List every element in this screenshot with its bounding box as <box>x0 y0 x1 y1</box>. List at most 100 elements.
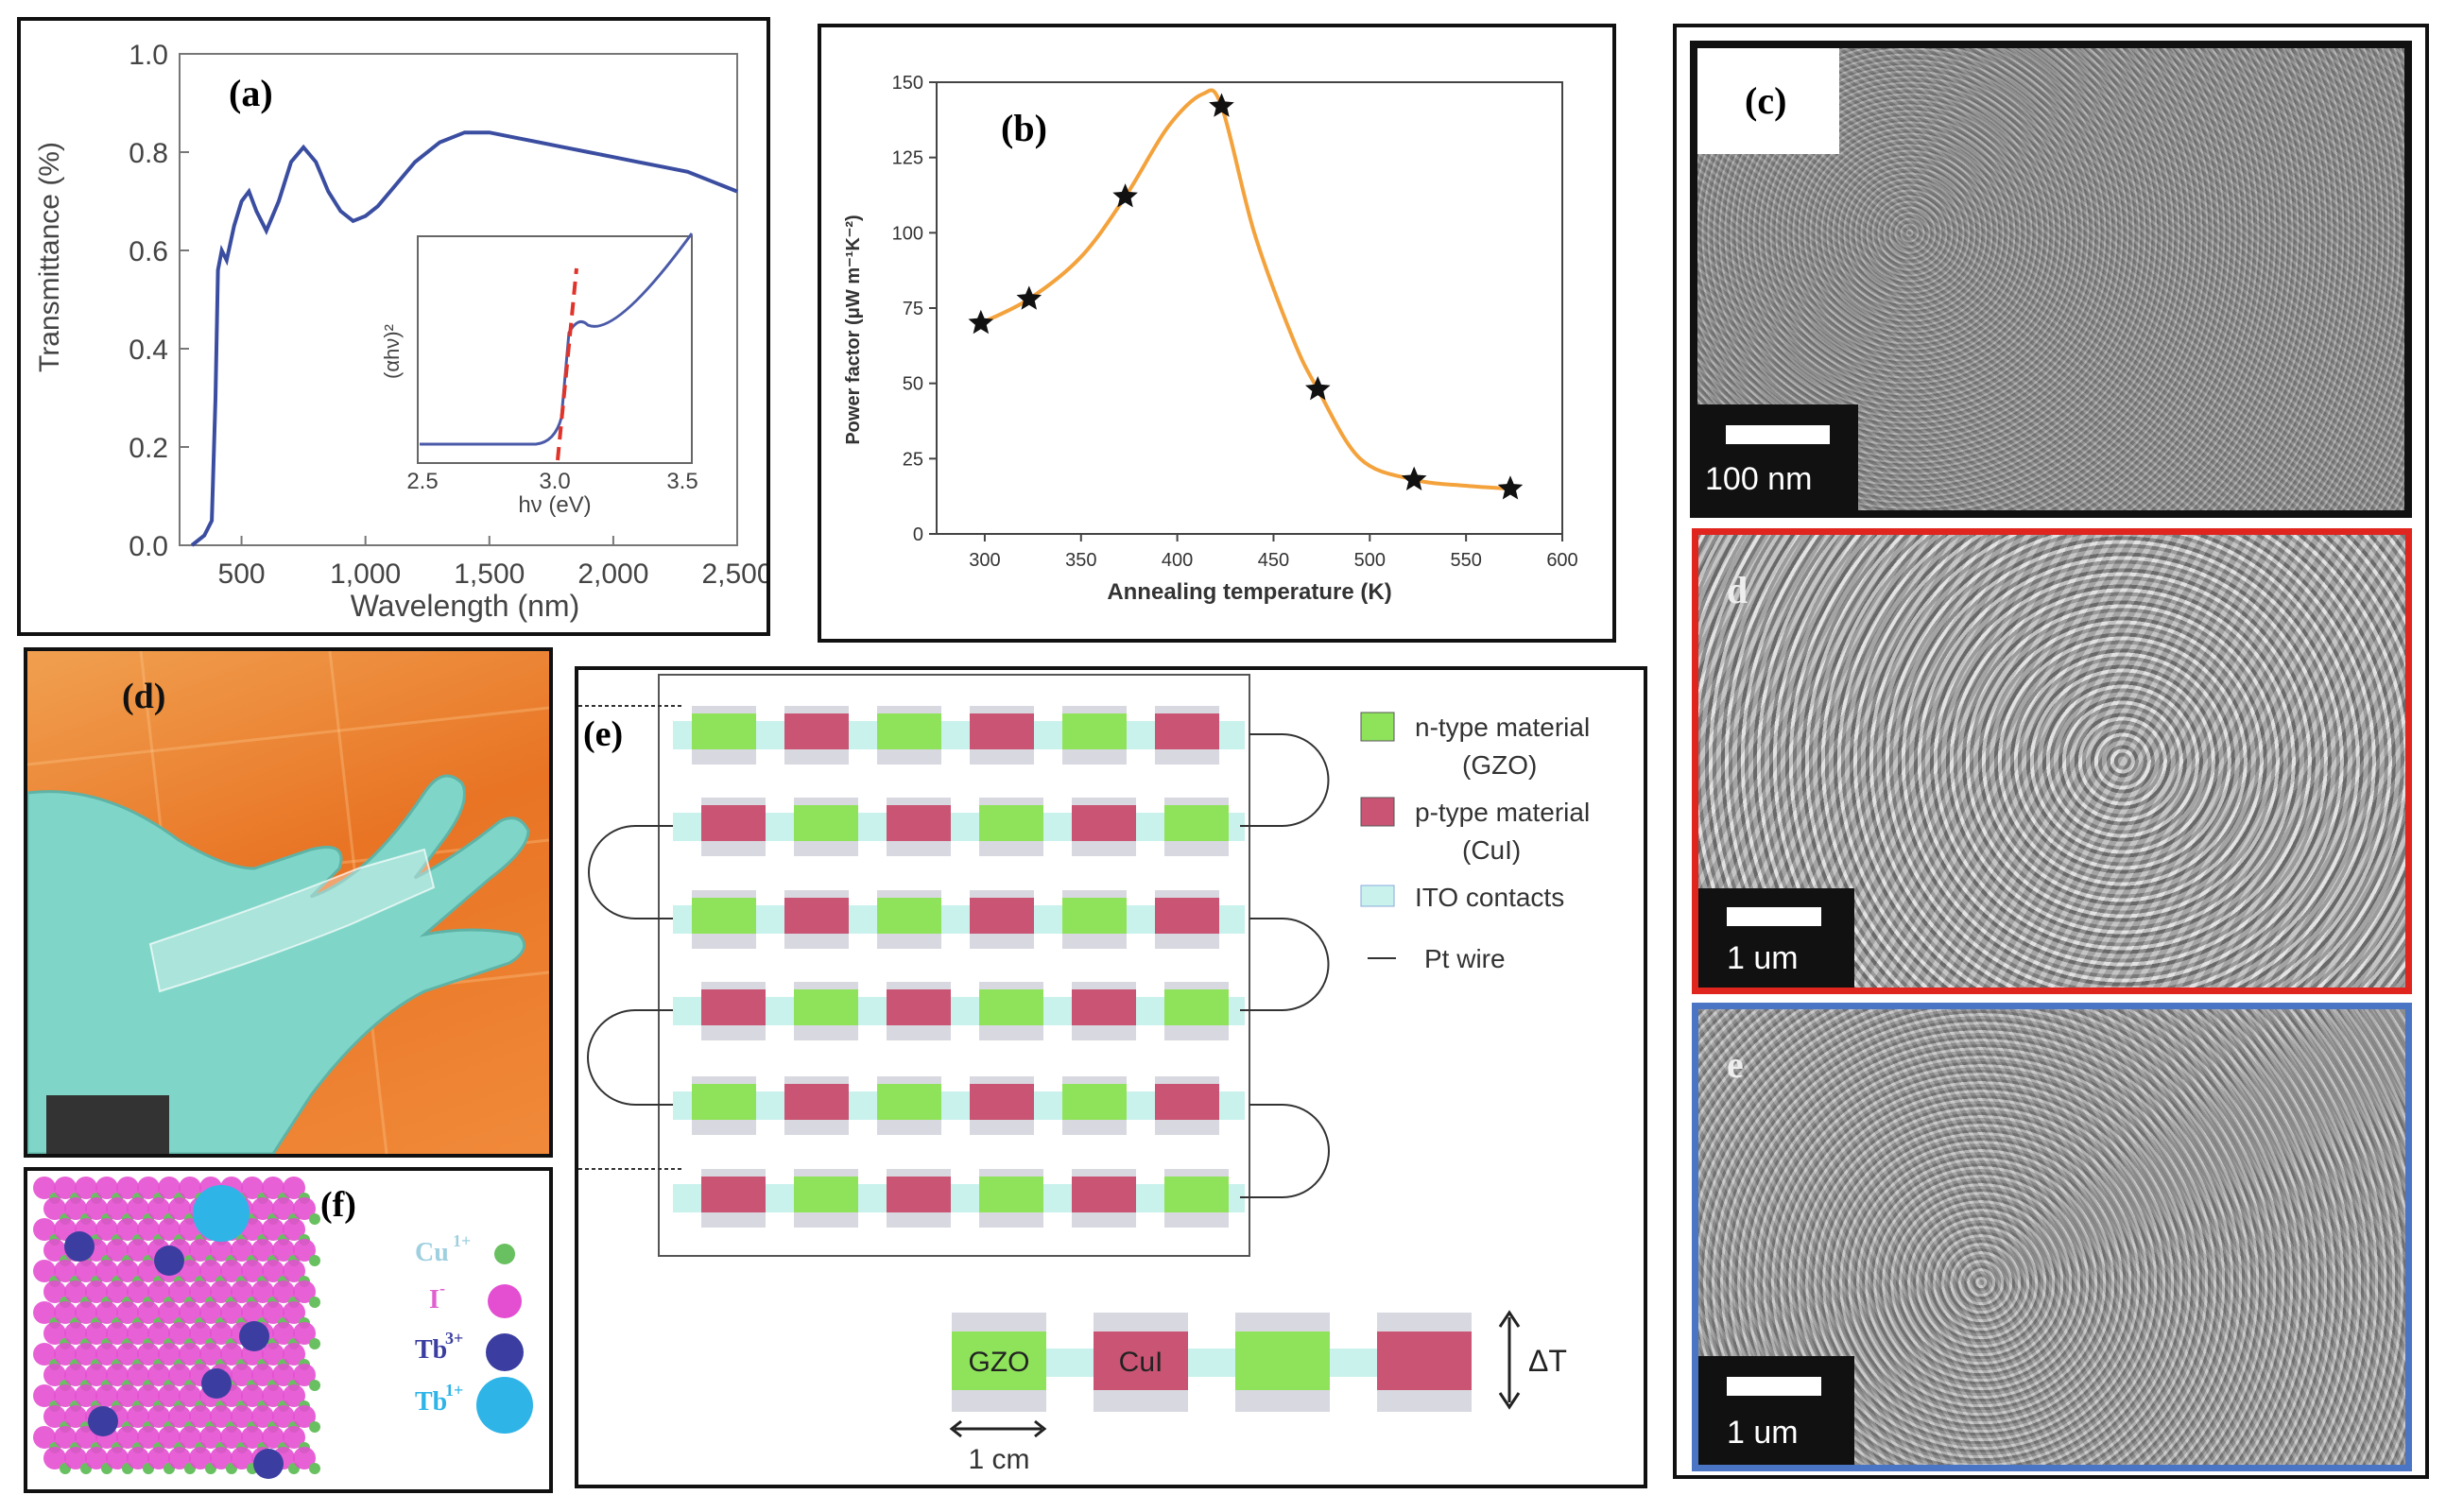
iodide-ion <box>189 1405 212 1428</box>
iodide-ion <box>293 1280 316 1303</box>
panel-f: (f) Cu 1+ I - Tb 3+ Tb 1+ <box>24 1167 553 1493</box>
ito-contact <box>673 1184 1245 1212</box>
p-type-leg <box>887 1177 951 1212</box>
cu-ion <box>309 1380 320 1391</box>
iodide-ion <box>33 1218 56 1241</box>
p-type-leg <box>784 1084 849 1120</box>
iodide-ion <box>168 1364 191 1386</box>
scale-label: 100 nm <box>1705 461 1813 497</box>
iodide-ion <box>85 1364 108 1386</box>
panel-c-label: (c) <box>1745 79 1787 122</box>
tb3-ion <box>88 1406 118 1436</box>
iodide-ion <box>147 1447 170 1469</box>
iodide-ion <box>179 1177 201 1199</box>
p-type-leg <box>1155 898 1219 934</box>
iodide-ion <box>210 1280 233 1303</box>
panel-b-label: (b) <box>1001 107 1047 149</box>
p-type-leg <box>701 1177 766 1212</box>
cu-sphere <box>494 1244 515 1264</box>
sem-image-c: (c) 100 nm <box>1690 41 2412 518</box>
x-tick-label: 500 <box>218 558 266 590</box>
iodide-ion <box>272 1239 295 1262</box>
y-tick-label: 0 <box>913 524 923 545</box>
iodide-ion <box>210 1239 233 1262</box>
tb3-ion <box>239 1321 269 1351</box>
iodide-ion <box>106 1447 129 1469</box>
iodide-ion <box>33 1260 56 1282</box>
iodide-ion <box>33 1301 56 1324</box>
x-tick-label: 600 <box>1546 550 1577 571</box>
data-point-star <box>1112 183 1138 208</box>
iodide-ion <box>33 1426 56 1449</box>
iodide-ion <box>106 1280 129 1303</box>
x-tick-label: 400 <box>1162 550 1193 571</box>
iodide-ion <box>95 1260 118 1282</box>
ito-contact <box>673 997 1245 1025</box>
iodide-ion <box>262 1177 284 1199</box>
p-type-leg <box>784 713 849 749</box>
tangent-line <box>556 267 578 461</box>
ion-legend: Cu 1+ I - Tb 3+ Tb 1+ <box>415 1231 533 1434</box>
pt-wire <box>587 1009 673 1106</box>
iodide-ion <box>210 1322 233 1345</box>
x-tick-label: 2,500 <box>701 558 767 590</box>
iodide-ion <box>127 1322 149 1345</box>
cu-ion <box>309 1338 320 1349</box>
inset-ylabel: (αhν)² <box>380 324 404 379</box>
iodide-ion <box>210 1405 233 1428</box>
iodide-ion <box>179 1343 201 1366</box>
plot-frame <box>179 53 738 546</box>
tauc-inset: (αhν)² hν (eV) 2.5 3.0 3.5 <box>380 232 698 518</box>
n-type-leg <box>794 989 858 1025</box>
power-factor-chart: (b) Power factor (μW m⁻¹K⁻²) Annealing t… <box>843 73 1578 605</box>
iodide-ion <box>127 1239 149 1262</box>
iodide-ion <box>231 1447 253 1469</box>
iodide-ion <box>168 1447 191 1469</box>
iodide-ion <box>251 1364 274 1386</box>
iodide-ion <box>283 1177 305 1199</box>
iodide-ion <box>283 1343 305 1366</box>
thermoelectric-device-diagram: (e) n-type material (GZO) p-type materia… <box>578 674 1590 1475</box>
y-tick-label: 150 <box>892 73 923 94</box>
iodide-ion <box>43 1322 66 1345</box>
iodide-ion <box>272 1405 295 1428</box>
ito-swatch <box>1360 885 1395 907</box>
iodide-ion <box>106 1364 129 1386</box>
iodide-ion <box>33 1343 56 1366</box>
iodide-ion <box>231 1364 253 1386</box>
device-legend: n-type material (GZO) p-type material (C… <box>1360 712 1590 973</box>
iodide-ion <box>75 1343 97 1366</box>
data-point-star <box>968 309 994 335</box>
p-type-leg <box>887 989 951 1025</box>
cu-ion <box>309 1297 320 1308</box>
iodide-ion <box>127 1447 149 1469</box>
legend-ion: Tb <box>415 1387 447 1417</box>
y-axis-label: Transmittance (%) <box>34 142 65 372</box>
iodide-sphere <box>488 1284 522 1318</box>
panel-c-column: (c) 100 nm d 1 um e 1 um <box>1673 24 2429 1479</box>
x-tick-label: 500 <box>1354 550 1386 571</box>
ito-contact <box>673 905 1245 934</box>
iodide-ion <box>85 1447 108 1469</box>
iodide-ion <box>293 1197 316 1220</box>
iodide-ion <box>189 1239 212 1262</box>
y-tick-label: 1.0 <box>129 40 168 71</box>
iodide-ion <box>43 1405 66 1428</box>
inset-xlabel: hν (eV) <box>518 492 591 518</box>
p-type-leg <box>1072 989 1136 1025</box>
gzo-label: GZO <box>969 1347 1030 1378</box>
y-tick-label: 0.4 <box>129 335 168 366</box>
iodide-ion <box>54 1260 77 1282</box>
cu-ion <box>309 1213 320 1225</box>
x-tick-label: 350 <box>1065 550 1096 571</box>
legend-charge: 3+ <box>445 1329 463 1348</box>
iodide-ion <box>54 1301 77 1324</box>
y-tick-label: 25 <box>903 449 923 470</box>
scale-bar: 100 nm <box>1697 404 1858 510</box>
iodide-ion <box>147 1364 170 1386</box>
iodide-ion <box>147 1280 170 1303</box>
iodide-ion <box>241 1384 264 1407</box>
iodide-ion <box>283 1301 305 1324</box>
n-type-leg <box>877 713 941 749</box>
inset-tick: 3.0 <box>539 469 570 494</box>
